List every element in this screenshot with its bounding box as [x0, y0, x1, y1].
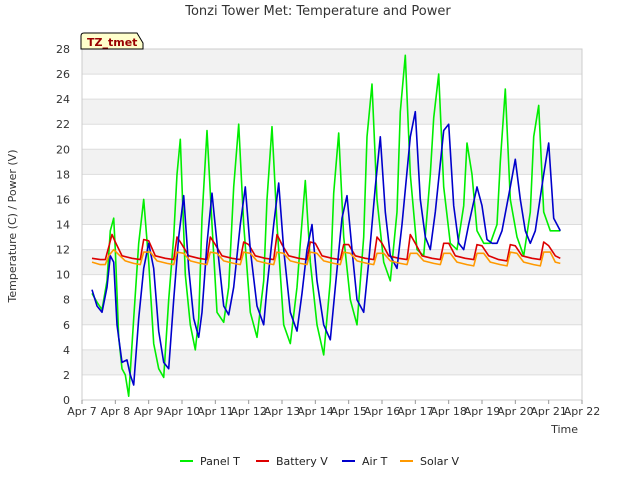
- series-line-air-t: [91, 110, 562, 386]
- series-line-panel-t: [91, 54, 561, 398]
- y-tick-label: 12: [56, 244, 70, 257]
- site-tag: TZ_tmet: [80, 32, 144, 50]
- legend-item-battery-v: Battery V: [256, 455, 328, 468]
- y-axis-title: Temperature (C) / Power (V): [6, 149, 19, 303]
- legend: Panel T Battery V Air T Solar V: [180, 455, 460, 468]
- y-tick-label: 22: [56, 118, 70, 131]
- x-tick-label: Apr 14: [297, 405, 334, 418]
- y-tick-label: 16: [56, 193, 70, 206]
- x-tick-label: Apr 8: [101, 405, 131, 418]
- y-tick-label: 20: [56, 143, 70, 156]
- y-tick-label: 0: [63, 394, 70, 407]
- site-tag-label: TZ_tmet: [87, 36, 137, 49]
- y-tick-label: 26: [56, 68, 70, 81]
- x-tick-label: Apr 19: [464, 405, 501, 418]
- series-layer: [91, 54, 562, 398]
- y-tick-label: 10: [56, 269, 70, 282]
- y-tick-label: 28: [56, 43, 70, 56]
- x-tick-label: Apr 10: [164, 405, 201, 418]
- x-axis-title: Time: [550, 423, 578, 436]
- plot-band: [82, 149, 582, 175]
- legend-label: Panel T: [200, 455, 240, 468]
- y-tick-label: 14: [56, 219, 70, 232]
- x-tick-label: Apr 11: [197, 405, 234, 418]
- legend-label: Battery V: [276, 455, 328, 468]
- x-tick-label: Apr 15: [330, 405, 367, 418]
- site-tag-box: [80, 32, 144, 50]
- x-tick-label: Apr 7: [67, 405, 97, 418]
- plot-band: [82, 99, 582, 125]
- x-tick-label: Apr 20: [497, 405, 534, 418]
- plot-frame: [81, 48, 583, 401]
- y-tick-label: 6: [63, 319, 70, 332]
- x-tick-label: Apr 18: [430, 405, 467, 418]
- y-tick-label: 18: [56, 168, 70, 181]
- plot-band: [82, 49, 582, 75]
- x-tick-label: Apr 12: [230, 405, 267, 418]
- x-tick-label: Apr 22: [564, 405, 601, 418]
- x-tick-label: Apr 17: [397, 405, 434, 418]
- y-tick-label: 24: [56, 93, 70, 106]
- y-tick-label: 4: [63, 344, 70, 357]
- x-tick-label: Apr 9: [134, 405, 164, 418]
- legend-item-air-t: Air T: [342, 455, 388, 468]
- x-tick-label: Apr 13: [264, 405, 301, 418]
- legend-label: Air T: [362, 455, 388, 468]
- series-line-battery-v: [91, 233, 561, 262]
- x-tick-label: Apr 16: [364, 405, 401, 418]
- legend-label: Solar V: [420, 455, 460, 468]
- legend-item-panel-t: Panel T: [180, 455, 240, 468]
- x-tick-label: Apr 21: [530, 405, 567, 418]
- legend-item-solar-v: Solar V: [400, 455, 460, 468]
- series-line-solar-v: [91, 248, 561, 267]
- y-tick-label: 8: [63, 294, 70, 307]
- y-tick-label: 2: [63, 369, 70, 382]
- chart-title: Tonzi Tower Met: Temperature and Power: [184, 4, 451, 19]
